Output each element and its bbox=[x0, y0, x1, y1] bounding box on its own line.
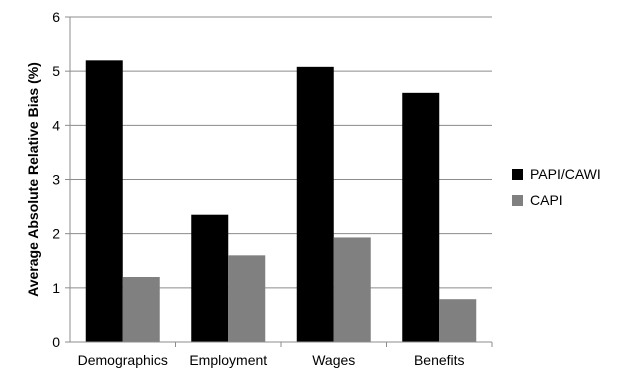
y-axis-tick-labels: 0 1 2 3 4 5 6 bbox=[52, 9, 60, 350]
bar-capi-benefits bbox=[439, 299, 477, 342]
bar-capi-wages bbox=[333, 237, 371, 342]
legend-swatch-papi-cawi bbox=[512, 169, 523, 180]
legend-swatch-capi bbox=[512, 195, 523, 206]
x-tick-label: Benefits bbox=[414, 352, 465, 368]
axes bbox=[65, 16, 493, 347]
y-tick-label: 1 bbox=[52, 280, 60, 296]
bar-capi-demographics bbox=[122, 277, 160, 342]
x-tick-label: Employment bbox=[189, 352, 267, 368]
legend-label-papi-cawi: PAPI/CAWI bbox=[530, 166, 601, 182]
x-tick-label: Demographics bbox=[78, 352, 168, 368]
x-axis-tick-labels: Demographics Employment Wages Benefits bbox=[78, 352, 465, 368]
legend: PAPI/CAWI CAPI bbox=[512, 166, 601, 208]
y-tick-label: 2 bbox=[52, 226, 60, 242]
y-axis-title: Average Absolute Relative Bias (%) bbox=[25, 62, 41, 297]
bar-papi-cawi-employment bbox=[191, 214, 229, 342]
bars bbox=[85, 60, 477, 342]
bar-papi-cawi-benefits bbox=[402, 92, 440, 342]
y-tick-label: 3 bbox=[52, 172, 60, 188]
bar-papi-cawi-demographics bbox=[85, 60, 123, 342]
x-tick-label: Wages bbox=[312, 352, 355, 368]
y-tick-label: 4 bbox=[52, 117, 60, 133]
legend-label-capi: CAPI bbox=[530, 192, 563, 208]
bar-capi-employment bbox=[228, 255, 266, 342]
y-tick-label: 5 bbox=[52, 63, 60, 79]
y-tick-label: 0 bbox=[52, 334, 60, 350]
bar-papi-cawi-wages bbox=[296, 66, 334, 342]
y-tick-label: 6 bbox=[52, 9, 60, 25]
